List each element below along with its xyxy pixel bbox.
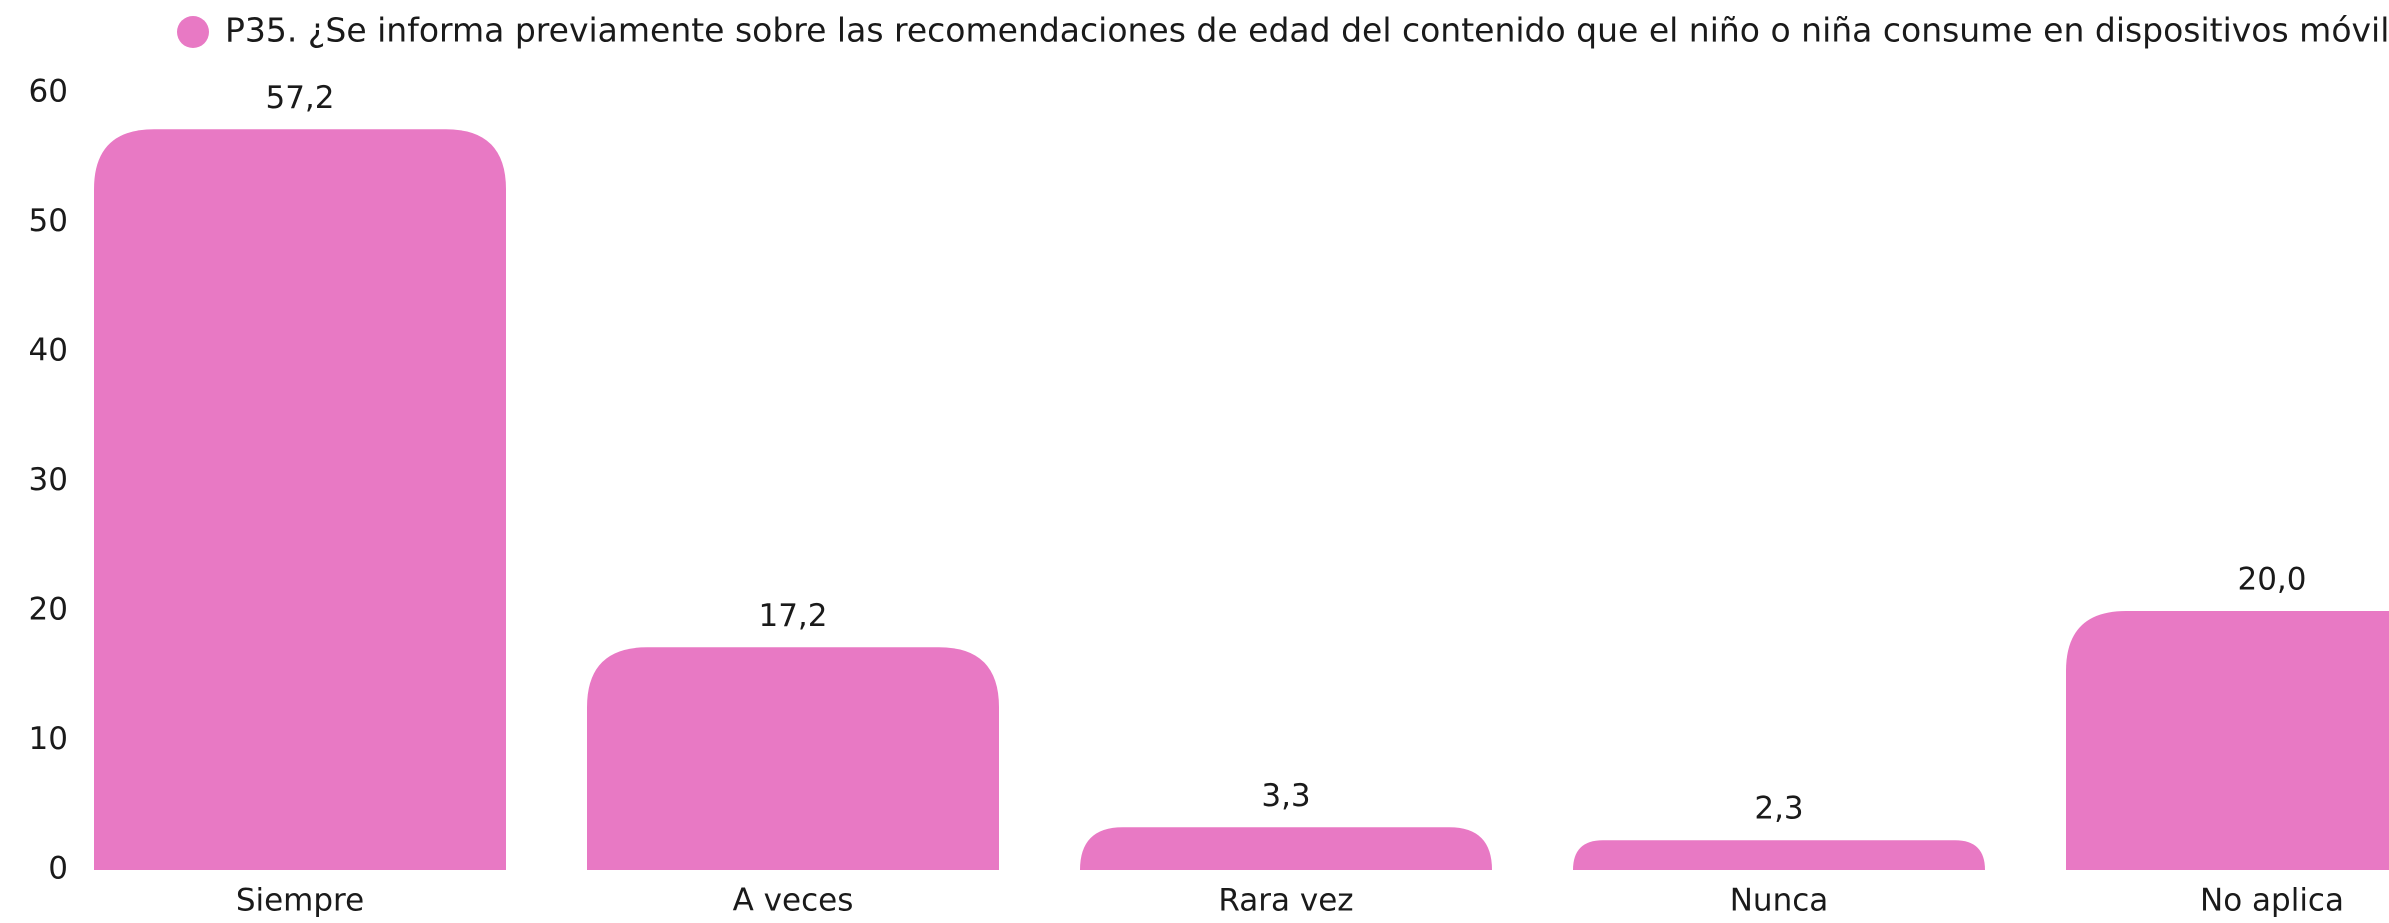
y-tick-label: 50 [29,203,68,239]
value-label: 2,3 [1754,791,1803,827]
value-label: 57,2 [265,80,334,116]
x-tick-label: A veces [733,883,854,919]
bar [587,647,999,870]
y-tick-label: 0 [48,851,68,887]
x-tick-label: Siempre [236,883,364,919]
value-label: 3,3 [1261,778,1310,814]
legend-swatch [177,16,209,48]
y-tick-label: 30 [29,462,68,498]
bar [1080,827,1492,870]
x-tick-label: Rara vez [1218,883,1353,919]
bar [2066,611,2389,870]
y-tick-label: 20 [29,592,68,628]
y-tick-label: 10 [29,721,68,757]
value-label: 20,0 [2237,562,2306,598]
legend-label: P35. ¿Se informa previamente sobre las r… [225,11,2389,50]
bar [94,129,506,870]
x-tick-label: No aplica [2200,883,2344,919]
y-tick-label: 60 [29,74,68,110]
y-tick-label: 40 [29,333,68,369]
value-label: 17,2 [758,598,827,634]
x-tick-label: Nunca [1730,883,1829,919]
bar [1573,840,1985,870]
